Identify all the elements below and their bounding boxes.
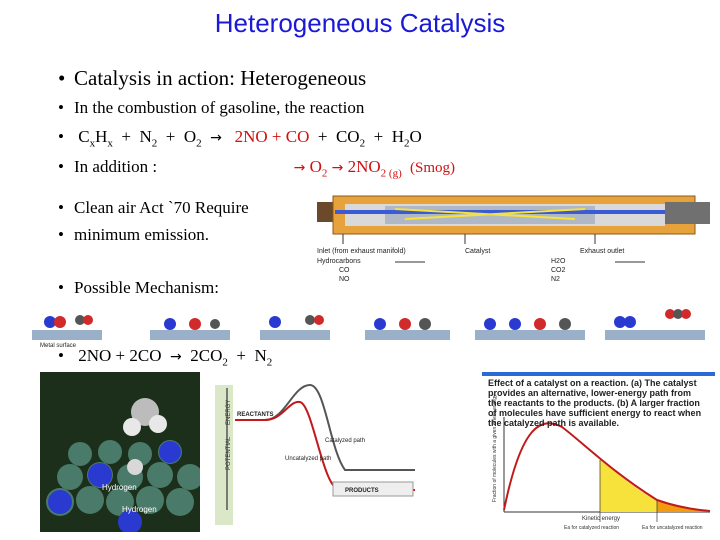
- bullet-dot: •: [58, 225, 64, 244]
- slide-title: Heterogeneous Catalysis: [214, 8, 506, 38]
- converter-inlet-label: Inlet (from exhaust manifold): [317, 248, 406, 255]
- converter-catalyst-label: Catalyst: [465, 248, 490, 255]
- bullet-dot: •: [58, 157, 64, 176]
- final-reaction-bullet: • 2NO + 2CO → 2CO2 + N2: [58, 346, 272, 368]
- converter-svg: Inlet (from exhaust manifold) Catalyst E…: [315, 192, 715, 287]
- heading-text: Catalysis in action: Heterogeneous: [74, 66, 367, 90]
- converter-species-left-2: CO: [339, 267, 350, 274]
- reaction-bullet: • CxHx + N2 + O2 → 2NO + CO + CO2 + H2O: [58, 127, 422, 149]
- mechanism-strip: Metal surface: [30, 300, 710, 350]
- combustion-bullet: • In the combustion of gasoline, the reac…: [58, 98, 364, 118]
- converter-species-left-3: NO: [339, 276, 350, 283]
- ea-uncatalyzed-label: Ea for uncatalyzed reaction: [642, 525, 703, 531]
- converter-outlet-label: Exhaust outlet: [580, 248, 624, 255]
- reaction-arrow: →: [210, 130, 222, 146]
- energy-axis-label: ENERGY: [226, 400, 232, 425]
- bullet-dot: •: [58, 278, 64, 297]
- products-label: PRODUCTS: [345, 488, 379, 494]
- kinetic-caption: Effect of a catalyst on a reaction. (a) …: [488, 378, 702, 428]
- mechanism-surface-label: Metal surface: [40, 343, 77, 349]
- bullet-dot: •: [58, 66, 66, 90]
- catalyzed-label: Catalyzed path: [325, 438, 365, 444]
- addition-label: In addition :: [74, 157, 158, 176]
- clean-air-bullet: • Clean air Act `70 Require: [58, 198, 249, 218]
- converter-species-right-3: N2: [551, 276, 560, 283]
- addition-bullet: • In addition : → O2 → 2NO2 (g) (Smog): [58, 157, 455, 179]
- surface-model-svg: Hydrogen Hydrogen: [40, 372, 200, 532]
- smog-label: (Smog): [410, 160, 455, 176]
- converter-species-right-1: H2O: [551, 258, 566, 265]
- kinetic-energy-svg: Fraction of molecules with a given kinet…: [482, 372, 715, 532]
- energy-profile-diagram: ENERGY POTENTIAL REACTANTS Uncatalyzed p…: [205, 380, 435, 530]
- reaction-products-highlight: 2NO + CO: [234, 127, 310, 146]
- minimum-text: minimum emission.: [74, 225, 210, 244]
- model-label-hydrogen-2: Hydrogen: [122, 505, 157, 514]
- combustion-text: In the combustion of gasoline, the react…: [74, 98, 365, 117]
- bullet-dot: •: [58, 346, 64, 365]
- minimum-bullet: • minimum emission.: [58, 225, 209, 245]
- clean-air-text: Clean air Act `70 Require: [74, 198, 249, 217]
- reactants-label: REACTANTS: [237, 412, 274, 418]
- final-reaction: 2NO + 2CO → 2CO2 + N2: [78, 346, 273, 369]
- bullet-dot: •: [58, 127, 64, 146]
- heading-bullet: • Catalysis in action: Heterogeneous: [58, 66, 366, 91]
- mechanism-text: Possible Mechanism:: [74, 278, 219, 297]
- converter-species-right-2: CO2: [551, 267, 566, 274]
- reaction-equation: CxHx + N2 + O2 → 2NO + CO + CO2 + H2O: [78, 127, 422, 150]
- model-label-hydrogen-1: Hydrogen: [102, 483, 137, 492]
- bullet-dot: •: [58, 98, 64, 117]
- uncatalyzed-label: Uncatalyzed path: [285, 456, 331, 462]
- kinetic-energy-chart: Fraction of molecules with a given kinet…: [482, 372, 715, 532]
- mechanism-svg: Metal surface: [32, 309, 705, 349]
- kinetic-xlabel: Kinetic energy: [582, 516, 620, 522]
- potential-axis-label: POTENTIAL: [226, 436, 232, 470]
- energy-profile-svg: ENERGY POTENTIAL REACTANTS Uncatalyzed p…: [205, 380, 435, 530]
- ea-catalyzed-label: Ea for catalyzed reaction: [564, 525, 619, 531]
- converter-species-left-1: Hydrocarbons: [317, 258, 361, 265]
- addition-equation: → O2 → 2NO2 (g): [293, 157, 402, 180]
- mechanism-bullet: • Possible Mechanism:: [58, 278, 219, 298]
- bullet-dot: •: [58, 198, 64, 217]
- catalytic-converter-diagram: Inlet (from exhaust manifold) Catalyst E…: [315, 192, 715, 287]
- kinetic-ylabel: Fraction of molecules with a given kinet…: [492, 394, 498, 502]
- surface-model-image: Hydrogen Hydrogen: [40, 372, 200, 532]
